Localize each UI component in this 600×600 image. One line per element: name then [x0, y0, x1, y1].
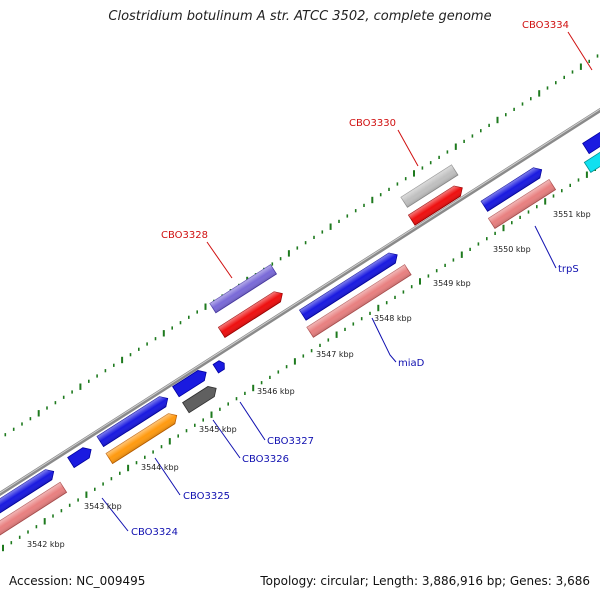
kbp-label-3547: 3547 kbp	[316, 350, 354, 359]
summary-text: Topology: circular; Length: 3,886,916 bp…	[260, 574, 590, 588]
leader-miad	[371, 317, 397, 363]
feature-cbo3324-blue[interactable]	[0, 466, 57, 521]
leader-trps	[534, 225, 557, 269]
leader-cbo3330	[397, 129, 419, 167]
kbp-label-3542: 3542 kbp	[27, 540, 65, 549]
leader-cbo3327	[239, 401, 266, 441]
gene-label-cbo3326[interactable]: CBO3326	[242, 454, 289, 465]
feature-red-near-cbo3330[interactable]	[407, 183, 465, 226]
feature-cbo3327-blue[interactable]	[212, 359, 227, 374]
kbp-label-3544: 3544 kbp	[141, 463, 179, 472]
kbp-label-3545: 3545 kbp	[199, 425, 237, 434]
kbp-labels: 3542 kbp 3543 kbp 3544 kbp 3545 kbp 3546…	[27, 210, 591, 549]
feature-miad-blue[interactable]	[299, 250, 401, 321]
feature-trps-blue[interactable]	[480, 165, 545, 212]
inner-tick-row	[2, 167, 597, 552]
feature-small-blue-1[interactable]	[67, 444, 95, 469]
kbp-label-3548: 3548 kbp	[374, 314, 412, 323]
feature-cbo3328[interactable]	[209, 264, 278, 314]
gene-label-trps[interactable]: trpS	[558, 264, 579, 275]
kbp-label-3549: 3549 kbp	[433, 279, 471, 288]
leader-cbo3328	[206, 241, 233, 279]
feature-cbo3334-blue[interactable]	[582, 129, 600, 155]
leader-cbo3324	[101, 497, 129, 532]
feature-cbo3325-blue[interactable]	[96, 393, 171, 448]
genome-backbone-highlight	[0, 108, 600, 494]
feature-cbo3326-grey[interactable]	[182, 383, 220, 414]
kbp-label-3551: 3551 kbp	[553, 210, 591, 219]
gene-labels: CBO3328 CBO3330 CBO3334 CBO3324 CBO3325 …	[131, 20, 579, 538]
gene-label-cbo3328[interactable]: CBO3328	[161, 230, 208, 241]
leader-cbo3326	[212, 419, 241, 459]
leader-lines	[101, 31, 593, 532]
feature-cbo3325-orange[interactable]	[105, 410, 180, 465]
feature-cbo3326-blue[interactable]	[172, 367, 210, 398]
map-title: Clostridium botulinum A str. ATCC 3502, …	[108, 9, 492, 24]
gene-label-cbo3327[interactable]: CBO3327	[267, 436, 314, 447]
leader-cbo3334	[567, 31, 593, 71]
feature-miad-pink[interactable]	[306, 264, 412, 338]
gene-label-cbo3334[interactable]: CBO3334	[522, 20, 569, 31]
kbp-label-3550: 3550 kbp	[493, 245, 531, 254]
gene-label-cbo3324[interactable]: CBO3324	[131, 527, 178, 538]
kbp-label-3546: 3546 kbp	[257, 387, 295, 396]
leader-cbo3325	[154, 457, 181, 496]
kbp-label-3543: 3543 kbp	[84, 502, 122, 511]
feature-cbo3334-cyan[interactable]	[583, 151, 600, 173]
gene-label-miad[interactable]: miaD	[398, 358, 425, 369]
feature-red-near-cbo3328[interactable]	[217, 289, 285, 339]
gene-label-cbo3330[interactable]: CBO3330	[349, 118, 396, 129]
gene-label-cbo3325[interactable]: CBO3325	[183, 491, 230, 502]
genome-backbone	[0, 107, 600, 497]
outer-tick-row	[4, 54, 599, 437]
feature-cbo3330[interactable]	[400, 164, 459, 208]
feature-cbo3324-pink[interactable]	[0, 481, 68, 539]
feature-trps-pink[interactable]	[487, 178, 557, 230]
accession-text: Accession: NC_009495	[9, 574, 146, 588]
